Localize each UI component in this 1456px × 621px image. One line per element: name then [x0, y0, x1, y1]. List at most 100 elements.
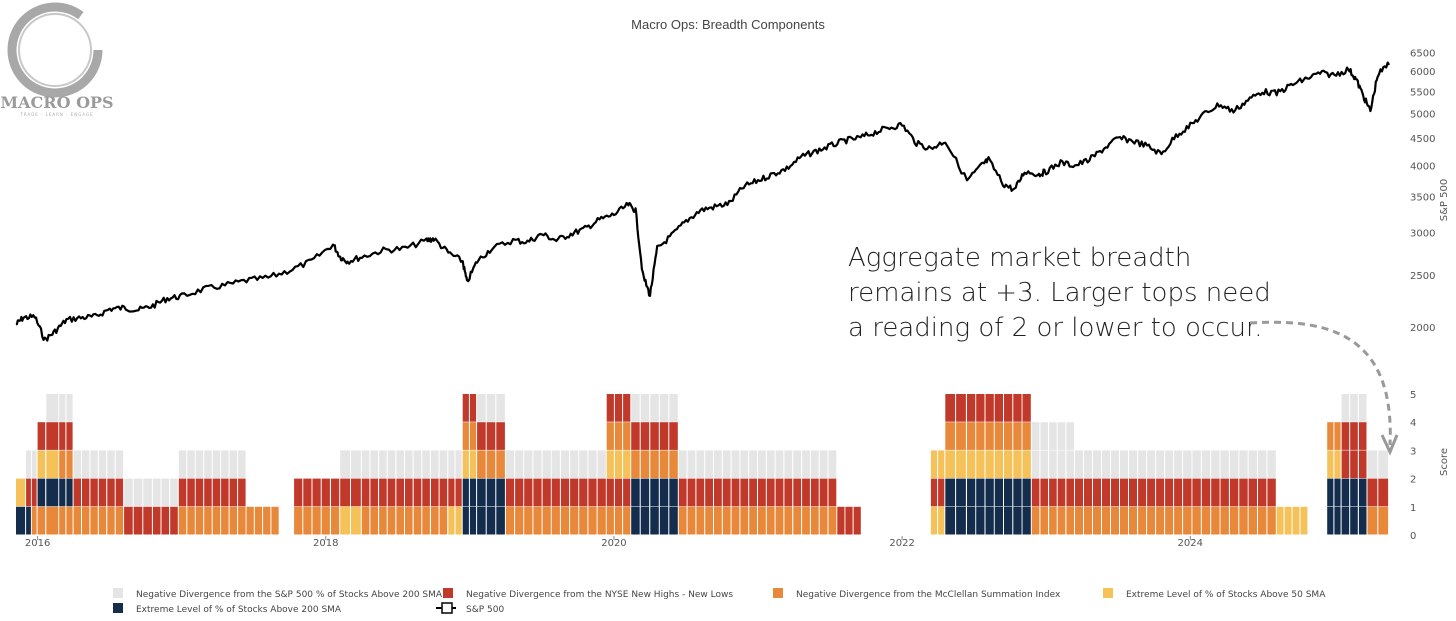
- legend-swatch: [443, 588, 453, 598]
- score-bar-segment: [486, 450, 496, 479]
- score-bar-segment: [659, 506, 669, 535]
- score-bar-segment: [31, 506, 37, 535]
- score-bar-segment: [1211, 450, 1220, 479]
- score-bar-segment: [455, 478, 462, 507]
- annotation: Aggregate market breadth remains at +3. …: [848, 243, 1399, 456]
- score-bar-segment: [1258, 478, 1267, 507]
- score-bar-segment: [614, 478, 623, 507]
- score-bar-segment: [819, 506, 828, 535]
- score-bar-segment: [1013, 394, 1022, 422]
- score-bar-segment: [606, 394, 614, 422]
- score-bar-segment: [1111, 506, 1119, 535]
- score-bar-segment: [143, 506, 152, 535]
- score-bar-segment: [1165, 478, 1174, 507]
- score-bar-segment: [810, 506, 819, 535]
- score-bar-segment: [195, 506, 204, 535]
- score-bar-segment: [1229, 478, 1239, 507]
- score-bar-segment: [1147, 478, 1156, 507]
- score-tick-label: 3: [1410, 446, 1416, 457]
- score-bar-segment: [73, 450, 81, 479]
- chart-title: Macro Ops: Breadth Components: [631, 17, 825, 32]
- score-bar-segment: [819, 478, 828, 507]
- score-bar-segment: [669, 478, 678, 507]
- score-bar-segment: [1156, 478, 1165, 507]
- score-bar-segment: [640, 478, 650, 507]
- legend-swatch: [113, 588, 123, 598]
- score-bar-segment: [650, 450, 659, 479]
- score-bar-segment: [340, 506, 350, 535]
- score-bar-segment: [263, 506, 271, 535]
- score-bar-segment: [396, 506, 404, 535]
- score-bar-segment: [631, 450, 640, 479]
- score-bar-segment: [515, 506, 524, 535]
- score-bar-segment: [1040, 450, 1048, 479]
- score-bar-segment: [66, 394, 73, 422]
- score-bar-segment: [1183, 450, 1192, 479]
- score-bar-segment: [469, 506, 477, 535]
- score-bar-segment: [1057, 478, 1066, 507]
- score-bar-segment: [31, 478, 37, 507]
- score-bar-segment: [956, 422, 966, 450]
- score-bar-segment: [115, 450, 124, 479]
- score-bar-segment: [938, 478, 945, 507]
- score-bar-segment: [1183, 478, 1192, 507]
- score-bar-segment: [570, 450, 579, 479]
- score-bar-segment: [579, 478, 588, 507]
- score-bar-segment: [331, 506, 340, 535]
- score-bar-segment: [1334, 422, 1341, 450]
- score-bar-segment: [340, 450, 350, 479]
- score-bar-segment: [775, 478, 784, 507]
- x-tick-label: 2018: [313, 538, 338, 549]
- score-bar-segment: [90, 506, 98, 535]
- score-bar-segment: [16, 478, 26, 507]
- score-bar-segment: [828, 506, 837, 535]
- score-bar-segment: [597, 450, 606, 479]
- score-bar-segment: [1327, 450, 1334, 479]
- score-bar-segment: [845, 506, 853, 535]
- score-bar-segment: [98, 450, 107, 479]
- score-bar-segment: [31, 450, 37, 479]
- score-bar-segment: [976, 422, 985, 450]
- score-bar-segment: [1350, 478, 1358, 507]
- score-bar-segment: [640, 422, 650, 450]
- score-bar-segment: [640, 506, 650, 535]
- score-bar-segment: [945, 450, 956, 479]
- score-bar-segment: [1341, 506, 1350, 535]
- score-bar-segment: [994, 422, 1003, 450]
- score-bar-segment: [588, 450, 597, 479]
- score-bar-segment: [486, 478, 496, 507]
- score-bar-segment: [1267, 450, 1276, 479]
- score-bar-segment: [740, 506, 749, 535]
- score-bar-segment: [1267, 478, 1276, 507]
- score-bar-segment: [212, 506, 221, 535]
- score-bar-segment: [945, 506, 956, 535]
- score-bar-segment: [439, 450, 448, 479]
- score-tick-label: 0: [1410, 531, 1416, 542]
- sp500-tick-label: 4000: [1410, 162, 1435, 173]
- score-bar-segment: [1102, 450, 1110, 479]
- score-bar-segment: [985, 450, 994, 479]
- score-bar-segment: [705, 478, 713, 507]
- score-bar-segment: [133, 506, 143, 535]
- score-bar-segment: [1075, 506, 1083, 535]
- legend-label: S&P 500: [466, 605, 504, 615]
- score-bar-segment: [1075, 450, 1083, 479]
- score-bar-segment: [448, 450, 455, 479]
- score-tick-label: 1: [1410, 503, 1416, 514]
- score-bar-segment: [254, 506, 263, 535]
- score-bar-segment: [793, 478, 802, 507]
- score-bar-segment: [1327, 478, 1334, 507]
- score-bar-segment: [1334, 478, 1341, 507]
- score-bar-segment: [1129, 450, 1137, 479]
- score-bar-segment: [1057, 450, 1066, 479]
- score-bar-segment: [1284, 506, 1292, 535]
- score-bar-segment: [1367, 478, 1378, 507]
- score-bar-segment: [579, 506, 588, 535]
- score-bar-segment: [749, 450, 757, 479]
- score-bar-segment: [59, 478, 66, 507]
- score-bar-segment: [195, 478, 204, 507]
- score-bar-segment: [170, 506, 178, 535]
- score-bar-segment: [659, 394, 669, 422]
- score-bar-segment: [1084, 450, 1092, 479]
- score-bar-segment: [784, 506, 793, 535]
